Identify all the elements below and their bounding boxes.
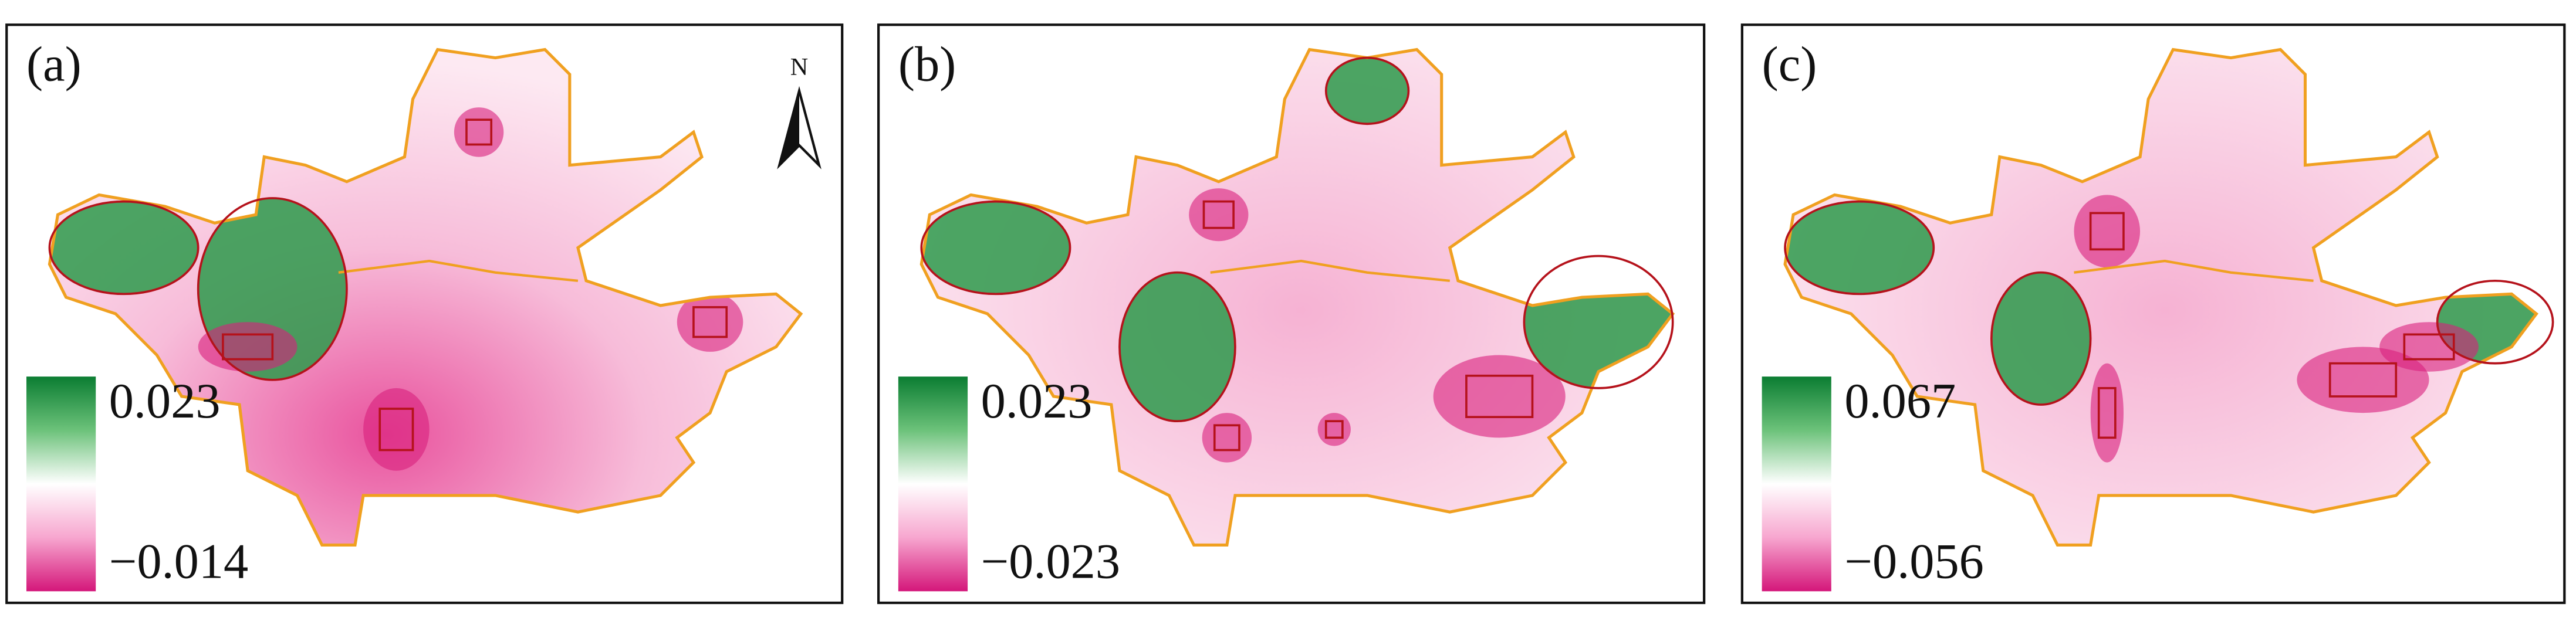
panel-label: (b) [898,38,956,92]
hotspot [2074,195,2141,268]
zone-boundary [920,200,1071,296]
legend-bar [26,376,96,592]
hotspot [1317,413,1351,446]
zone-boundary [1324,420,1344,439]
green-zone [1326,57,1409,124]
zone-boundary [1784,200,1935,296]
green-zone [921,201,1070,294]
hotspot [363,388,430,471]
zone-boundary [1213,424,1240,452]
zone-boundary [1202,200,1235,229]
zone-boundary [2089,212,2125,251]
zone-boundary [2403,333,2455,361]
legend-bar [898,376,968,592]
zone-boundary [378,408,414,452]
zone-boundary [48,200,200,296]
region-outline [48,47,803,547]
panel-label: (a) [26,38,82,92]
zone-boundary [1465,374,1534,418]
green-zone [1991,272,2091,405]
legend-min: −0.023 [981,534,1121,589]
divider [338,259,579,282]
legend-max: 0.023 [981,374,1093,429]
legend-min: −0.014 [109,534,249,589]
region-outline [919,47,1675,547]
zone-boundary [1523,254,1674,389]
map-panel: (a) 0.023 −0.014 [5,23,844,605]
panel-label: (c) [1762,38,1817,92]
legend-max: 0.067 [1844,374,1956,429]
divider [2074,259,2314,282]
north-label: N [790,53,808,81]
green-zone [1785,201,1934,294]
green-zone [49,201,198,294]
region-outline [1783,47,2538,547]
map-panel: (b) 0.023 −0.023 [877,23,1706,605]
zone-boundary [2328,362,2398,398]
zone-boundary [2436,279,2554,365]
divider [1210,259,1450,282]
zone-boundary [692,306,728,338]
zone-boundary [197,197,348,381]
zone-boundary [1324,56,1410,125]
zone-boundary [2097,387,2117,439]
zone-boundary [465,118,493,146]
hotspot [1189,188,1249,242]
zone-boundary [1990,271,2092,406]
map-panel: (c) 0.067 −0.056 [1740,23,2566,605]
hotspot [198,322,298,372]
zone-boundary [222,333,274,361]
hotspot [2090,363,2124,463]
green-zone [1119,272,1235,422]
zone-boundary [1118,271,1236,423]
legend-bar [1762,376,1831,592]
north-arrow-half [779,90,800,165]
legend-min: −0.056 [1844,534,1984,589]
hotspot [1202,413,1252,463]
legend-max: 0.023 [109,374,221,429]
hotspot [454,107,504,157]
